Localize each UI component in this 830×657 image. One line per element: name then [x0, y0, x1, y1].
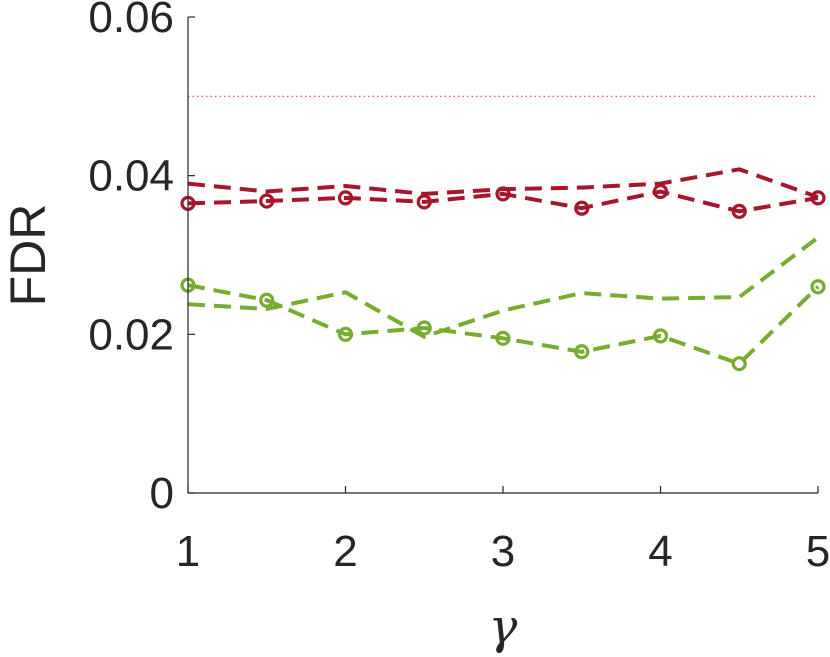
- y-tick-label: 0.02: [88, 310, 174, 359]
- x-tick-label: 4: [648, 527, 672, 576]
- y-tick-label: 0.06: [88, 0, 174, 42]
- series-2-marker: [259, 193, 275, 209]
- series-2-marker: [731, 203, 747, 219]
- series-4-marker: [416, 320, 432, 336]
- axes: 0 0.02 0.04 0.06 1 2 3 4 5: [88, 0, 830, 576]
- x-tick-label: 2: [333, 527, 357, 576]
- series-4-marker: [495, 330, 511, 346]
- series-4-marker: [574, 344, 590, 360]
- series-2-marker: [416, 194, 432, 210]
- series-line-3: [187, 235, 820, 339]
- x-axis-title: γ: [489, 599, 518, 655]
- series-2-marker: [810, 190, 826, 206]
- series-line-2: [187, 189, 819, 214]
- series-2-marker: [337, 190, 354, 206]
- y-tick-label: 0.04: [88, 152, 174, 201]
- series-4-marker: [259, 292, 275, 308]
- series-line-4: [187, 283, 820, 366]
- x-tick-label: 5: [806, 527, 830, 576]
- series-4-marker: [810, 279, 826, 295]
- series-4-marker: [652, 328, 669, 344]
- y-axis-title: FDR: [0, 204, 56, 307]
- x-tick-label: 1: [176, 527, 200, 576]
- plot-area: [180, 95, 826, 372]
- y-tick-label: 0: [150, 469, 174, 518]
- series-4-marker: [337, 326, 354, 342]
- series-4-marker: [731, 356, 747, 372]
- series-2-marker: [574, 200, 590, 216]
- series-2-marker: [495, 186, 511, 202]
- series-2-marker: [652, 183, 669, 200]
- x-tick-label: 3: [491, 527, 515, 576]
